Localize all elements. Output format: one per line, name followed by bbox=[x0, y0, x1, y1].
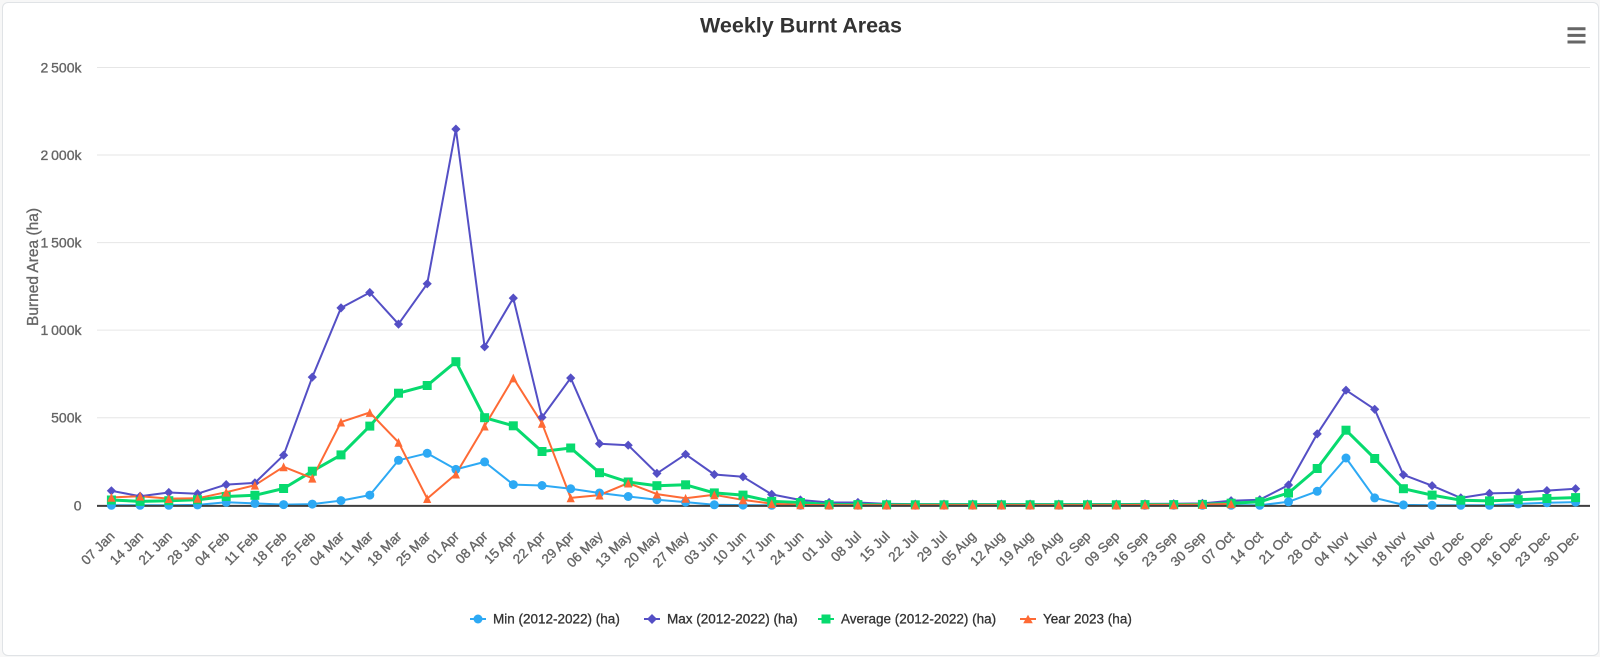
svg-text:24 Jun: 24 Jun bbox=[767, 529, 806, 568]
svg-text:500k: 500k bbox=[51, 410, 82, 426]
svg-text:Max (2012-2022) (ha): Max (2012-2022) (ha) bbox=[667, 612, 798, 627]
svg-text:Min (2012-2022) (ha): Min (2012-2022) (ha) bbox=[493, 612, 620, 627]
svg-text:2 500k: 2 500k bbox=[41, 60, 83, 76]
svg-text:0: 0 bbox=[74, 497, 82, 513]
svg-text:1 000k: 1 000k bbox=[41, 322, 83, 338]
svg-text:Weekly Burnt Areas: Weekly Burnt Areas bbox=[700, 14, 902, 38]
svg-text:2 000k: 2 000k bbox=[41, 147, 83, 163]
svg-text:Average (2012-2022) (ha): Average (2012-2022) (ha) bbox=[841, 612, 996, 627]
svg-text:Burned Area (ha): Burned Area (ha) bbox=[25, 208, 42, 326]
svg-text:22 Jul: 22 Jul bbox=[885, 529, 921, 565]
svg-text:Year 2023 (ha): Year 2023 (ha) bbox=[1043, 612, 1132, 627]
svg-text:08 Jul: 08 Jul bbox=[828, 529, 864, 565]
svg-text:15 Jul: 15 Jul bbox=[857, 529, 893, 565]
svg-text:1 500k: 1 500k bbox=[41, 235, 83, 251]
svg-text:01 Jul: 01 Jul bbox=[799, 529, 835, 565]
